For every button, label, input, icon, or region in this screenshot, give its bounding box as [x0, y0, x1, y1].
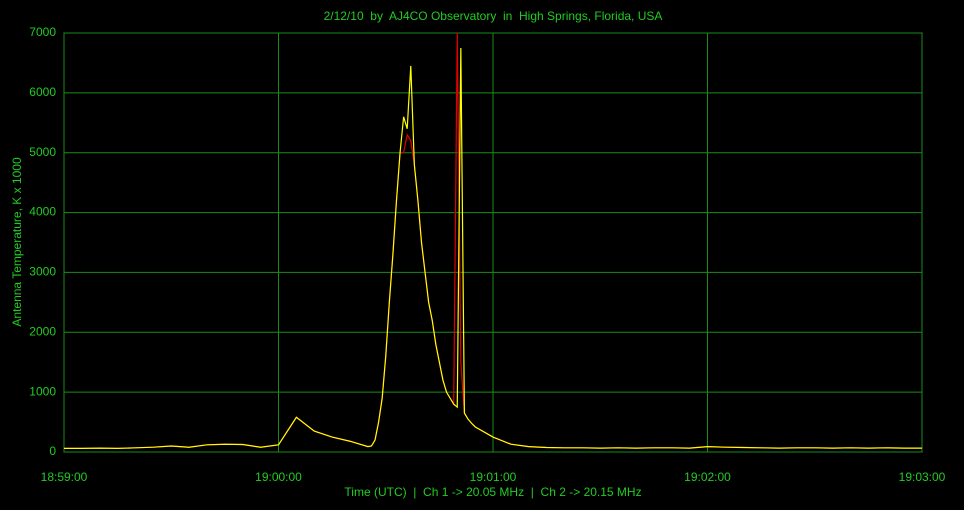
y-tick-label: 7000 — [29, 25, 56, 39]
x-tick-label: 19:02:00 — [684, 470, 731, 484]
y-tick-label: 5000 — [29, 145, 56, 159]
x-tick-label: 19:03:00 — [899, 470, 946, 484]
y-tick-label: 2000 — [29, 324, 56, 338]
x-tick-label: 19:00:00 — [255, 470, 302, 484]
x-tick-label: 19:01:00 — [470, 470, 517, 484]
x-tick-label: 18:59:00 — [41, 470, 88, 484]
x-axis-label: Time (UTC) | Ch 1 -> 20.05 MHz | Ch 2 ->… — [344, 485, 641, 499]
y-tick-label: 4000 — [29, 205, 56, 219]
y-tick-label: 6000 — [29, 85, 56, 99]
y-axis-label: Antenna Temperature, K x 1000 — [10, 157, 24, 327]
data-line — [64, 47, 922, 450]
chart-title: 2/12/10 by AJ4CO Observatory in High Spr… — [324, 9, 663, 23]
y-tick-label: 1000 — [29, 384, 56, 398]
y-tick-label: 3000 — [29, 265, 56, 279]
y-tick-label: 0 — [49, 444, 56, 458]
